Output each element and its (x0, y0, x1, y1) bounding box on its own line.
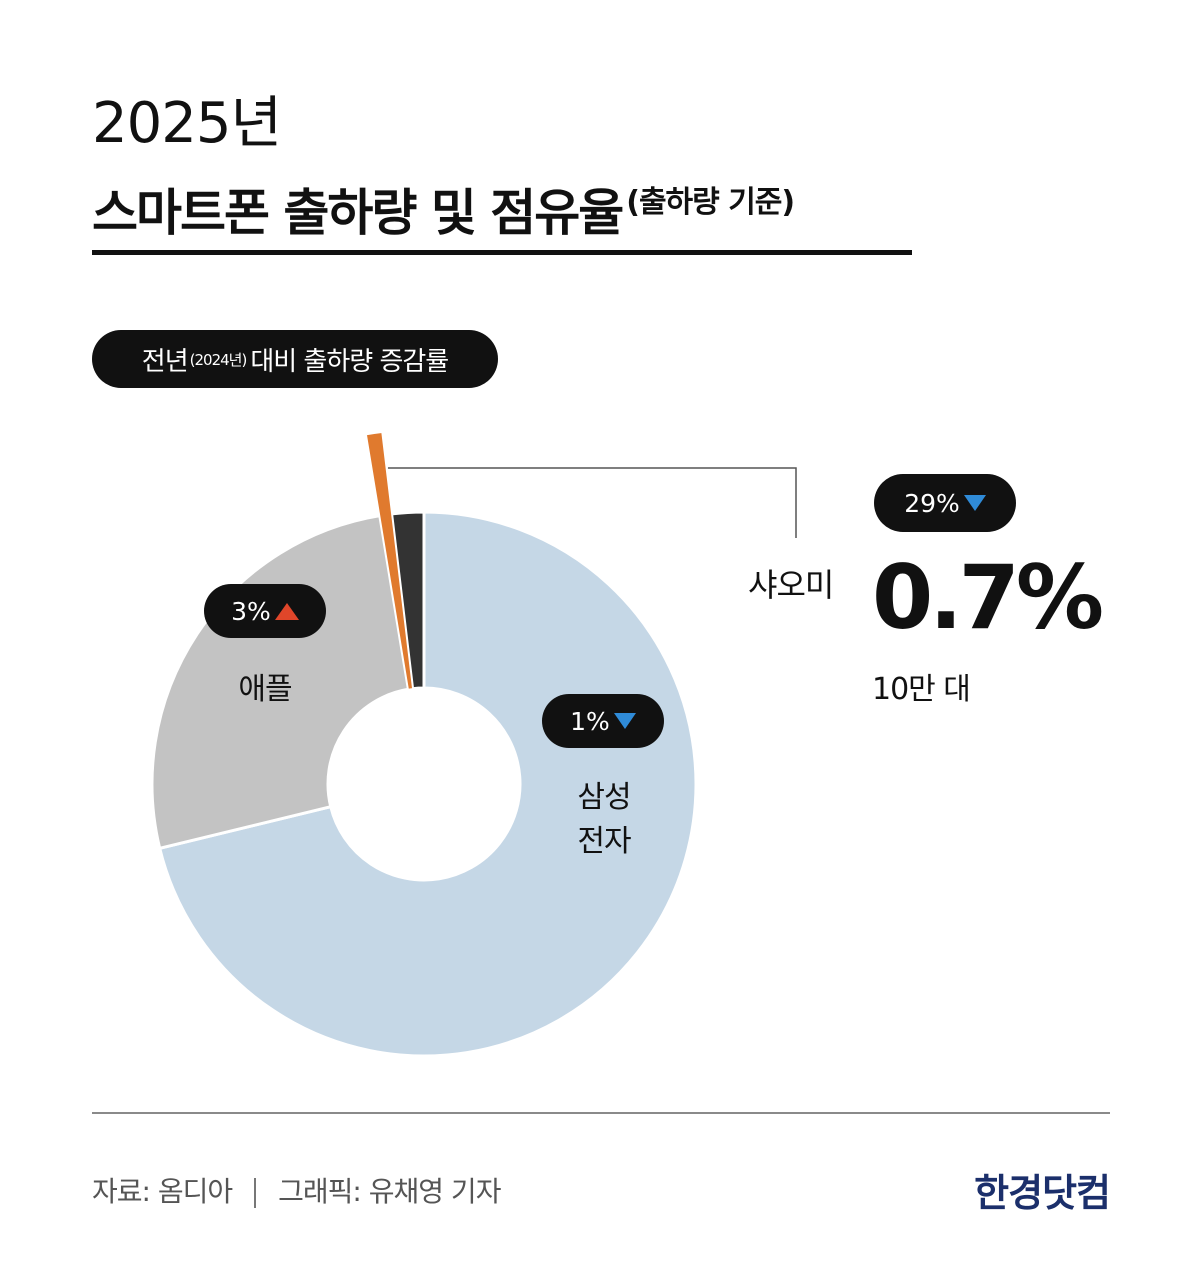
title-divider (92, 250, 912, 255)
apple-label: 애플 (238, 672, 292, 707)
source-text: 자료: 옴디아 (92, 1175, 233, 1208)
chart-title-note: (출하량 기준) (626, 185, 795, 220)
caption-prefix: 전년 (141, 346, 189, 377)
caption-year-note: (2024년) (189, 350, 248, 369)
graphic-credit: 그래픽: 유채영 기자 (278, 1175, 501, 1208)
samsung-change-badge: 1% (542, 694, 664, 748)
title-year: 2025년 (92, 91, 282, 156)
xiaomi-units-value: 10만 대 (872, 672, 971, 707)
footer-divider (92, 1112, 1110, 1114)
down-triangle-icon (963, 495, 986, 511)
donut-hole (328, 688, 520, 880)
xiaomi-share-value: 0.7% (872, 546, 1104, 649)
caption-suffix: 대비 출하량 증감률 (250, 346, 449, 377)
change-caption-pill: 전년 (2024년) 대비 출하량 증감률 (92, 330, 498, 388)
samsung-change-value: 1% (570, 706, 610, 736)
samsung-label: 삼성 전자 (577, 780, 631, 859)
up-triangle-icon (274, 602, 299, 620)
apple-change-value: 3% (231, 596, 271, 626)
source-line: 자료: 옴디아 그래픽: 유채영 기자 (92, 1170, 501, 1210)
xiaomi-label: 샤오미 (748, 566, 834, 604)
down-triangle-icon (613, 713, 636, 729)
xiaomi-change-value: 29% (904, 488, 960, 518)
chart-title-text: 스마트폰 출하량 및 점유율 (92, 184, 624, 242)
source-separator (254, 1178, 257, 1208)
brand-logo: 한경닷컴 (974, 1171, 1111, 1215)
apple-change-badge: 3% (204, 584, 326, 638)
xiaomi-change-badge: 29% (874, 474, 1016, 532)
chart-title: 스마트폰 출하량 및 점유율 (출하량 기준) (92, 168, 795, 248)
xiaomi-leader-line (387, 467, 797, 538)
